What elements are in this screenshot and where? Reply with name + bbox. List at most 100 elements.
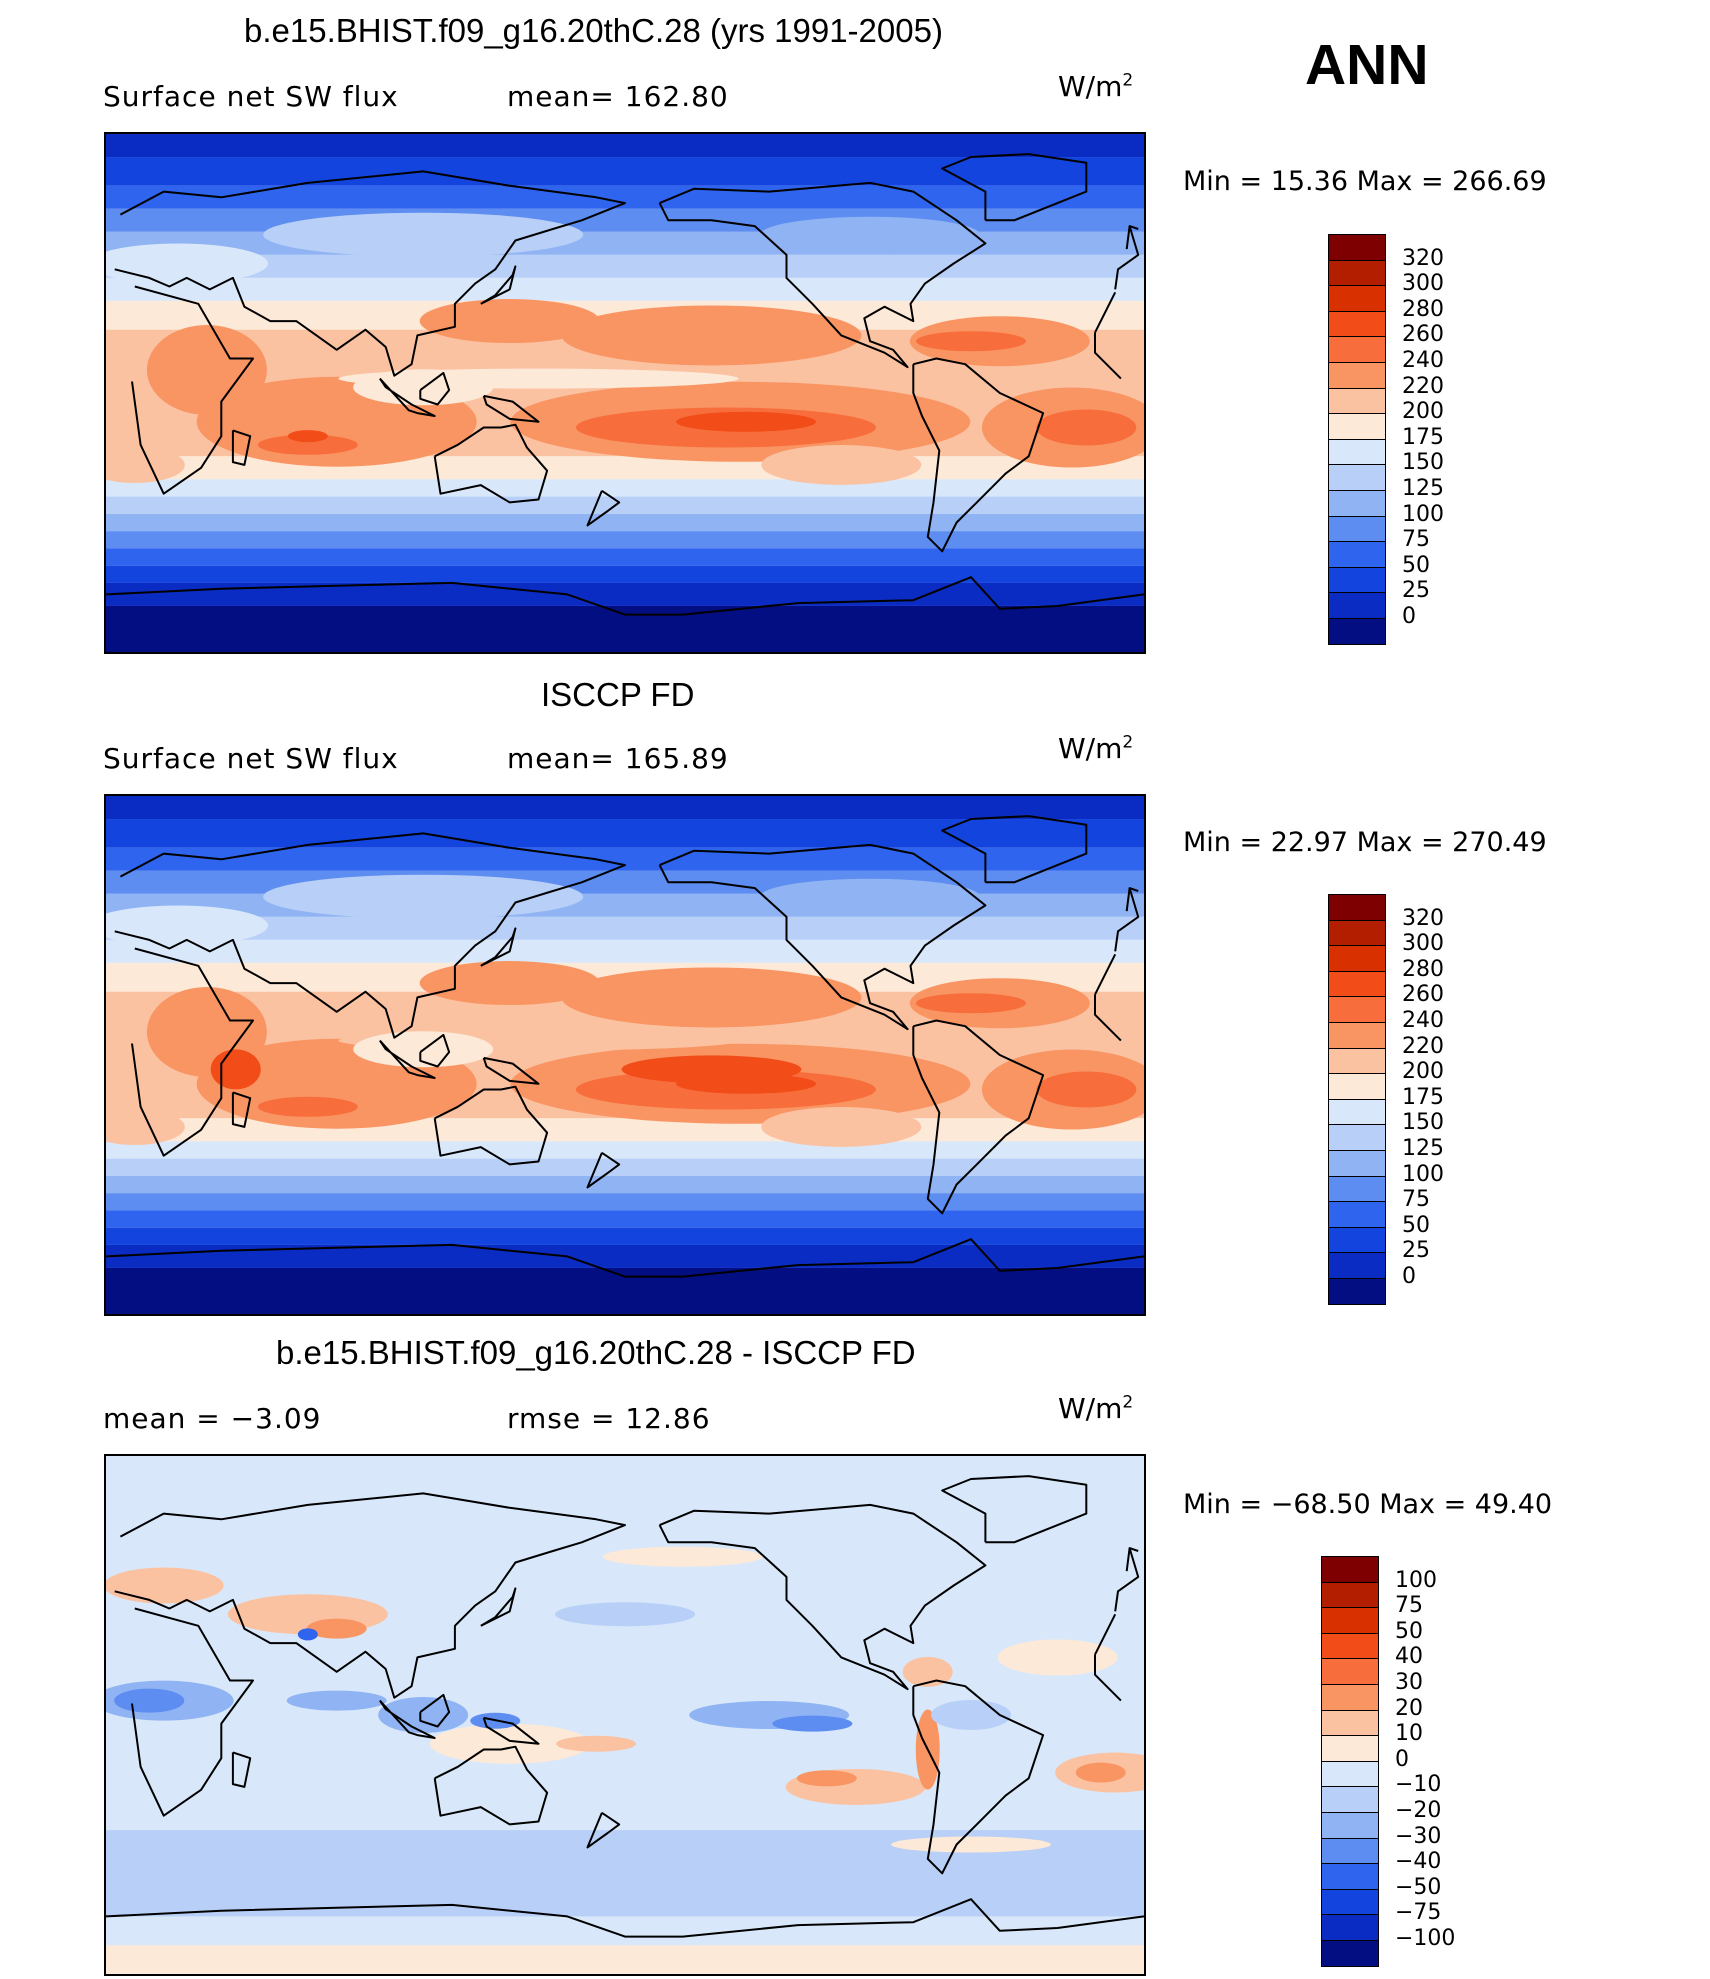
colorbar-label: 240 [1402, 348, 1444, 373]
colorbar-label: 320 [1402, 245, 1444, 271]
colorbar-swatch [1328, 996, 1386, 1023]
colorbar-swatch [1321, 1556, 1379, 1583]
coastline [482, 1716, 540, 1745]
coastline [433, 1745, 549, 1826]
colorbar-label: 75 [1395, 1593, 1423, 1619]
panel-obs-title: ISCCP FD [541, 676, 695, 713]
contour-region [286, 1690, 387, 1711]
coastline [419, 371, 451, 406]
colorbar-swatch [1328, 970, 1386, 998]
panel-diff-min-max: Min = −68.50 Max = 49.40 [1183, 1489, 1553, 1520]
contour-region [297, 1628, 318, 1641]
colorbar-swatch [1321, 1735, 1379, 1762]
colorbar-swatch [1328, 945, 1386, 972]
contour-region [106, 243, 269, 284]
contour-region [916, 993, 1026, 1014]
contour-band [106, 1244, 1144, 1268]
colorbar-swatch [1321, 1581, 1379, 1609]
colorbar-label: 10 [1395, 1721, 1423, 1747]
coastline [419, 1693, 451, 1728]
colorbar-label: 260 [1402, 322, 1444, 348]
colorbar-swatch [1321, 1786, 1379, 1813]
colorbar-label: 320 [1402, 905, 1444, 931]
contour-band [106, 1227, 1144, 1245]
panel-obs-variable: Surface net SW flux [103, 742, 399, 775]
coastline [131, 947, 1122, 1157]
contour-region [257, 434, 358, 455]
panel-diff-title: b.e15.BHIST.f09_g16.20thC.28 - ISCCP FD [276, 1334, 916, 1371]
season-label: ANN [1305, 33, 1429, 97]
colorbar-swatch [1321, 1812, 1379, 1839]
map-model [104, 132, 1146, 654]
coastline [658, 1503, 987, 1691]
colorbar-label: 220 [1402, 373, 1444, 399]
coastline [131, 1607, 1122, 1817]
colorbar-label: 175 [1402, 424, 1444, 450]
coastline [1125, 887, 1139, 912]
contour-region [761, 1106, 922, 1147]
map-diff [104, 1454, 1146, 1976]
colorbar-label: 40 [1395, 1644, 1423, 1670]
contour-band [106, 1916, 1144, 1946]
contour-region [210, 1049, 261, 1090]
colorbar-swatch [1328, 413, 1386, 440]
contour-band [106, 605, 1144, 652]
contour-region [796, 1770, 857, 1787]
colorbar-label: 260 [1402, 982, 1444, 1008]
colorbar-swatch [1328, 1073, 1386, 1100]
contour-region [429, 1723, 590, 1764]
colorbar-swatch [1328, 336, 1386, 363]
colorbar-label: 220 [1402, 1033, 1444, 1059]
contour-band [106, 548, 1144, 566]
contour-region [1036, 1071, 1137, 1108]
coastline [231, 429, 252, 466]
colorbar-label: −30 [1395, 1823, 1442, 1849]
colorbar-label: 100 [1395, 1567, 1437, 1593]
contour-region [263, 874, 584, 919]
coastline [433, 1085, 549, 1166]
panel-model-min-max: Min = 15.36 Max = 266.69 [1183, 166, 1547, 197]
colorbar-label: −50 [1395, 1874, 1442, 1900]
colorbar-swatch [1321, 1760, 1379, 1788]
coastline [1125, 1547, 1139, 1572]
colorbar-label: 125 [1402, 1136, 1444, 1161]
colorbar-label: −40 [1395, 1849, 1442, 1875]
coastline [231, 1751, 252, 1788]
contour-region [263, 212, 584, 257]
colorbar-label: 25 [1402, 578, 1430, 604]
contour-region [602, 1546, 763, 1567]
contour-band [106, 893, 1144, 917]
contour-region [761, 444, 922, 485]
contour-band [106, 1158, 1144, 1176]
contour-band [106, 1945, 1144, 1974]
colorbar-swatch [1328, 259, 1386, 287]
colorbar-swatch [1321, 1888, 1379, 1916]
colorbar-swatch [1328, 515, 1386, 543]
contour-band [106, 1141, 1144, 1159]
colorbar-label: 30 [1395, 1670, 1423, 1695]
contour-band [106, 531, 1144, 549]
colorbar-swatch [1328, 234, 1386, 261]
colorbar-swatch [1328, 1226, 1386, 1254]
contour-band [106, 565, 1144, 583]
coastline [379, 377, 436, 417]
contour-band [106, 1210, 1144, 1228]
colorbar-label: 125 [1402, 476, 1444, 501]
coastline [912, 357, 1045, 553]
contour-region [556, 1735, 637, 1752]
contour-region [916, 331, 1026, 352]
contour-region [997, 1639, 1118, 1676]
panel-diff-mean: mean = −3.09 [103, 1402, 322, 1435]
contour-region [378, 1697, 469, 1733]
colorbar-swatch [1328, 1252, 1386, 1279]
coastline [941, 1475, 1088, 1544]
contour-band [106, 796, 1144, 820]
coastline [106, 1238, 1144, 1278]
contour-band [106, 513, 1144, 532]
colorbar-label: 150 [1402, 1110, 1444, 1136]
coastline [482, 1056, 540, 1085]
contour-region [902, 1656, 953, 1687]
colorbar-label: −75 [1395, 1900, 1442, 1926]
colorbar-label: 280 [1402, 956, 1444, 982]
colorbar-label: 175 [1402, 1084, 1444, 1110]
